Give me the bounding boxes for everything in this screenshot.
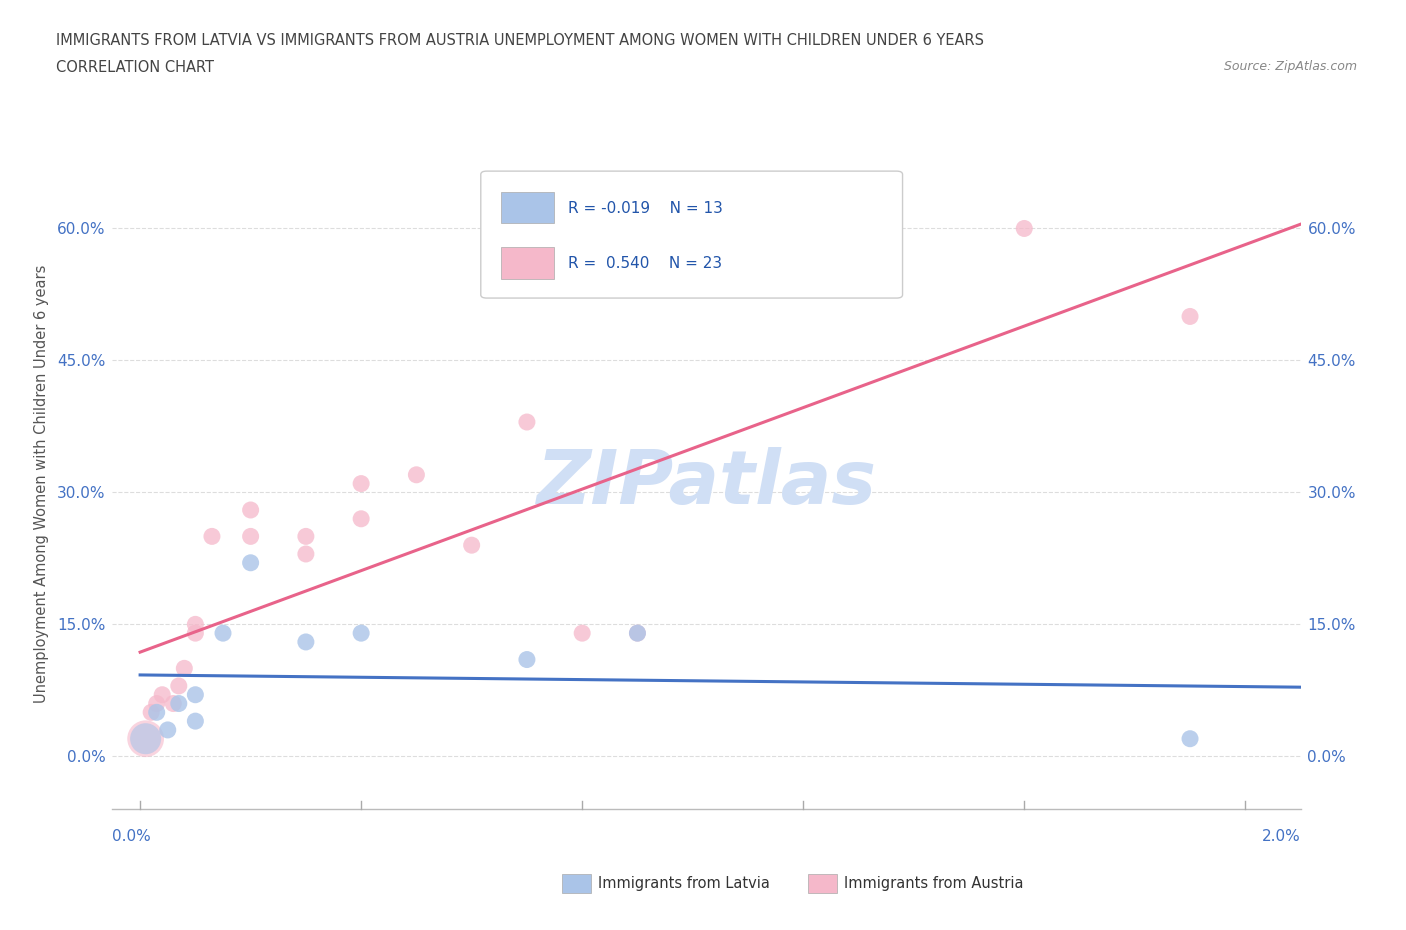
Point: [295, 547, 318, 562]
Point: [135, 731, 157, 746]
Point: [1012, 221, 1035, 236]
FancyBboxPatch shape: [481, 171, 903, 299]
Point: [405, 468, 427, 483]
Point: [239, 529, 262, 544]
Point: [167, 696, 190, 711]
Text: Source: ZipAtlas.com: Source: ZipAtlas.com: [1223, 60, 1357, 73]
Text: CORRELATION CHART: CORRELATION CHART: [56, 60, 214, 75]
Point: [571, 626, 593, 641]
Point: [239, 555, 262, 570]
Text: Immigrants from Latvia: Immigrants from Latvia: [598, 876, 769, 891]
Point: [162, 696, 184, 711]
Point: [516, 415, 538, 430]
Point: [184, 626, 207, 641]
Text: R =  0.540    N = 23: R = 0.540 N = 23: [568, 256, 721, 271]
Point: [626, 626, 648, 641]
Point: [460, 538, 482, 552]
Text: Immigrants from Austria: Immigrants from Austria: [844, 876, 1024, 891]
Point: [145, 696, 167, 711]
Point: [350, 476, 373, 491]
Text: R = -0.019    N = 13: R = -0.019 N = 13: [568, 201, 723, 216]
FancyBboxPatch shape: [501, 247, 554, 279]
Text: 2.0%: 2.0%: [1261, 829, 1301, 844]
Point: [141, 705, 163, 720]
Point: [145, 705, 167, 720]
Point: [350, 626, 373, 641]
Point: [212, 626, 235, 641]
Point: [626, 626, 648, 641]
FancyBboxPatch shape: [501, 192, 554, 223]
Point: [150, 687, 173, 702]
Text: 0.0%: 0.0%: [112, 829, 152, 844]
Point: [295, 634, 318, 649]
Point: [173, 661, 195, 676]
Point: [350, 512, 373, 526]
Point: [184, 713, 207, 728]
Point: [516, 652, 538, 667]
Text: ZIPatlas: ZIPatlas: [537, 447, 876, 520]
Point: [239, 502, 262, 517]
Point: [184, 687, 207, 702]
Y-axis label: Unemployment Among Women with Children Under 6 years: Unemployment Among Women with Children U…: [34, 264, 49, 703]
Point: [201, 529, 224, 544]
Point: [295, 529, 318, 544]
Point: [1178, 731, 1201, 746]
Point: [184, 617, 207, 631]
Point: [156, 723, 179, 737]
Point: [135, 731, 157, 746]
Bar: [808, 874, 837, 893]
Point: [167, 679, 190, 694]
Text: IMMIGRANTS FROM LATVIA VS IMMIGRANTS FROM AUSTRIA UNEMPLOYMENT AMONG WOMEN WITH : IMMIGRANTS FROM LATVIA VS IMMIGRANTS FRO…: [56, 33, 984, 47]
Point: [1178, 309, 1201, 324]
Bar: [562, 874, 591, 893]
